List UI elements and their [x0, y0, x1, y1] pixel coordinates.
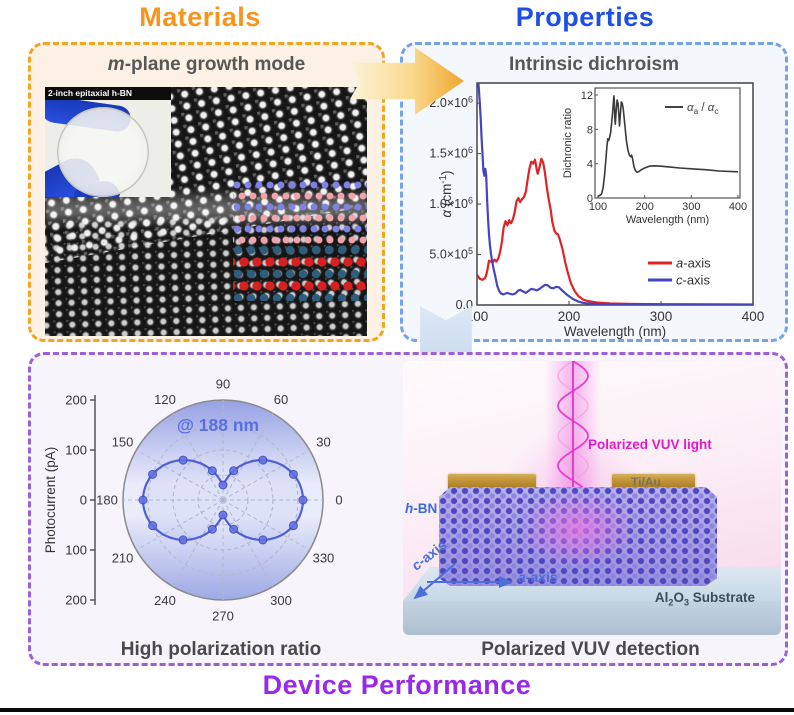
tiau-label: Ti/Au [631, 475, 661, 489]
svg-text:Wavelength (nm): Wavelength (nm) [626, 214, 709, 226]
substrate-label-o: O [673, 590, 684, 605]
hbn-atomic-model-overlay [233, 181, 367, 245]
a-axis-italic: a [518, 569, 526, 585]
svg-text:330: 330 [313, 551, 335, 566]
svg-text:Photocurrent (pA): Photocurrent (pA) [43, 447, 58, 554]
header-rest: -plane growth mode [124, 54, 306, 75]
svg-text:200: 200 [635, 201, 653, 213]
svg-text:12: 12 [581, 90, 593, 102]
tem-image: 2-inch epitaxial h-BN [45, 87, 367, 336]
svg-text:Dichronic ratio: Dichronic ratio [562, 108, 574, 178]
materials-panel: m-plane growth mode 2-inch epitaxial h-B… [28, 42, 385, 342]
caption-high-polarization-ratio: High polarization ratio [120, 639, 322, 660]
section-title-properties: Properties [515, 2, 655, 32]
section-title-device-performance: Device Performance [262, 670, 532, 700]
svg-text:1.5×106: 1.5×106 [429, 145, 473, 161]
svg-text:0: 0 [587, 193, 593, 205]
svg-text:a-axis: a-axis [676, 256, 711, 271]
svg-text:100: 100 [589, 201, 607, 213]
svg-text:0: 0 [80, 493, 87, 508]
device-schematic: Polarized VUV light Ti/Au h-BN a-axis [403, 361, 781, 635]
header-italic-m: m [107, 54, 125, 75]
substrate-label-al: Al [654, 590, 669, 605]
svg-text:200: 200 [65, 593, 87, 608]
section-title-materials: Materials [139, 2, 261, 32]
vuv-helix-wave-icon [557, 361, 589, 491]
caption-polarized-vuv-detection: Polarized VUV detection [481, 639, 700, 660]
svg-text:4: 4 [587, 159, 593, 171]
svg-text:300: 300 [270, 593, 292, 608]
substrate-front-face [403, 601, 781, 635]
hbn-label: h-BN [405, 501, 437, 516]
sapphire-atomic-model-overlay [233, 245, 367, 301]
hbn-label-italic: h [405, 501, 414, 516]
svg-text:300: 300 [650, 309, 673, 324]
svg-text:2.0×106: 2.0×106 [429, 94, 473, 110]
polar-photocurrent-chart: 0 30 60 90 120 150 180 210 240 270 300 330 @ 188 nm 2… [43, 377, 343, 624]
svg-text:c-axis: c-axis [676, 273, 710, 288]
crystal-axes-arrows-icon [413, 563, 513, 600]
svg-text:100: 100 [65, 543, 87, 558]
svg-text:300: 300 [682, 201, 700, 213]
svg-text:8: 8 [587, 124, 593, 136]
svg-text:5.0×105: 5.0×105 [429, 246, 473, 262]
electrode-left [448, 473, 536, 490]
svg-text:60: 60 [274, 392, 288, 407]
hbn-crystal-slab [439, 487, 717, 586]
svg-text:90: 90 [216, 377, 230, 392]
substrate-label-sub2: 2 [668, 597, 674, 608]
electrode-right [612, 473, 695, 490]
page-bottom-rule [0, 708, 794, 712]
svg-text:100: 100 [65, 443, 87, 458]
svg-text:210: 210 [112, 551, 134, 566]
svg-text:αa / αc: αa / αc [687, 102, 718, 116]
substrate-label-substrate: Substrate [688, 590, 755, 605]
svg-text:@ 188 nm: @ 188 nm [177, 415, 259, 435]
substrate-label: Al2O3 Substrate [603, 590, 755, 608]
svg-text:180: 180 [96, 493, 118, 508]
device-performance-panel: 0 30 60 90 120 150 180 210 240 270 300 330 @ 188 nm 2… [28, 352, 788, 666]
a-axis-rest: -axis [525, 569, 558, 585]
svg-text:150: 150 [112, 435, 134, 450]
substrate-label-sub3: 3 [683, 597, 689, 608]
svg-text:270: 270 [212, 609, 234, 624]
a-axis-label: a-axis [518, 569, 558, 585]
svg-text:200: 200 [65, 393, 87, 408]
svg-text:α (cm-1): α (cm-1) [438, 170, 454, 217]
svg-text:Wavelength (nm): Wavelength (nm) [564, 324, 666, 339]
properties-panel-header: Intrinsic dichroism [509, 54, 679, 75]
svg-text:240: 240 [154, 593, 176, 608]
wafer-photo-inset: 2-inch epitaxial h-BN [45, 87, 171, 197]
svg-text:200: 200 [558, 309, 581, 324]
hbn-label-rest: -BN [413, 501, 438, 516]
svg-text:1.0×106: 1.0×106 [429, 195, 473, 211]
wafer-inset-label: 2-inch epitaxial h-BN [45, 87, 171, 100]
hbn-wafer-disc [57, 107, 149, 197]
svg-text:120: 120 [154, 392, 176, 407]
svg-text:0: 0 [335, 493, 342, 508]
polarized-vuv-light-label: Polarized VUV light [588, 437, 712, 452]
svg-text:30: 30 [316, 435, 330, 450]
properties-panel: Intrinsic dichroism 100 200 300 400 Waveleng… [400, 42, 788, 342]
svg-text:400: 400 [742, 309, 765, 324]
svg-text:400: 400 [729, 201, 747, 213]
materials-panel-header: m-plane growth mode [31, 54, 382, 76]
